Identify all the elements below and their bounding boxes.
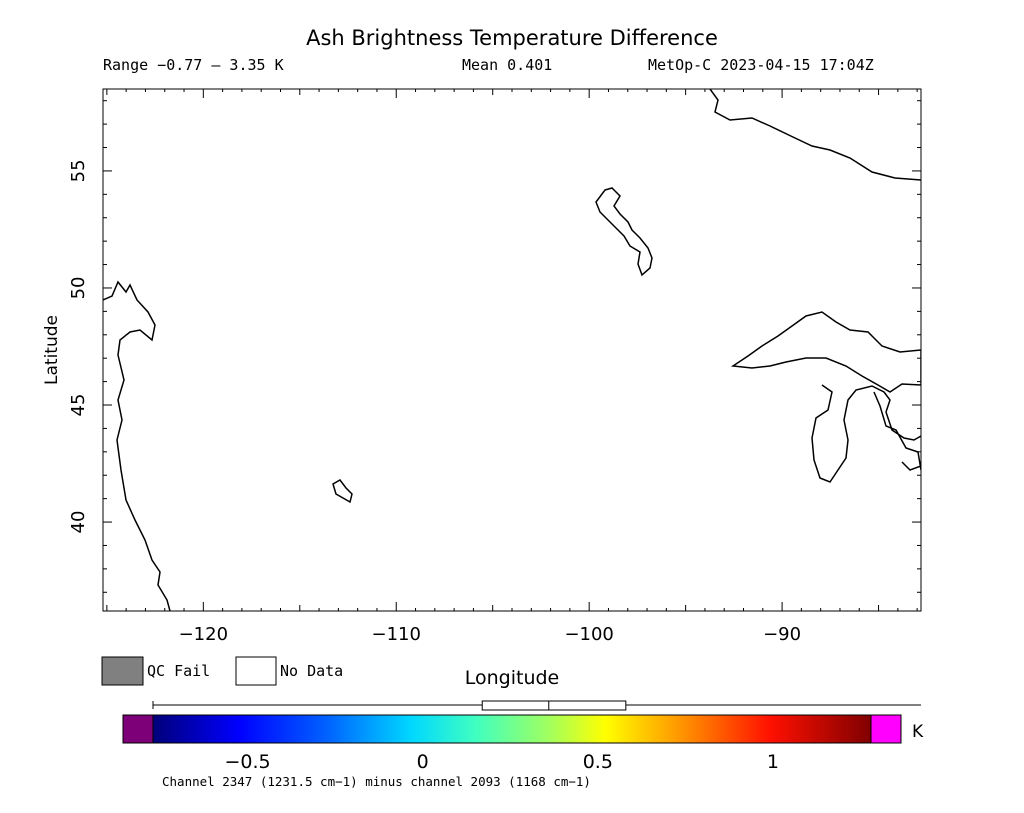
colorbar-tick-labels: −0.5 0 0.5 1 (224, 751, 778, 773)
no-data-label: No Data (280, 662, 343, 680)
distribution-box (481, 700, 627, 711)
axis-tick-labels: 55 50 45 40 −120 −110 −100 −90 (68, 159, 801, 645)
qc-fail-swatch (101, 656, 144, 686)
hudson-bay-shore (709, 89, 921, 181)
colorbar-tick-label: 0.5 (583, 751, 613, 773)
lon-tick-label: −110 (372, 624, 421, 645)
lake-michigan-coast (811, 384, 921, 483)
great-salt-lake (332, 479, 353, 504)
lake-erie-shore (901, 461, 921, 471)
pacific-coastline (103, 280, 171, 611)
range-readout: Range −0.77 – 3.35 K (103, 56, 284, 74)
qc-fail-label: QC Fail (147, 662, 210, 680)
satellite-time-readout: MetOp-C 2023-04-15 17:04Z (648, 56, 874, 74)
lon-tick-label: −100 (564, 624, 613, 645)
colorbar-tick-label: 0 (417, 751, 429, 773)
lake-superior (730, 311, 921, 393)
colorbar-unit: K (912, 722, 924, 742)
lon-tick-label: −90 (763, 624, 801, 645)
coastlines (103, 89, 921, 611)
colorbar-tick-label: 1 (767, 751, 779, 773)
axis-ticks (103, 89, 921, 611)
mean-readout: Mean 0.401 (462, 56, 553, 74)
lat-tick-label: 45 (68, 394, 89, 417)
colorbar-caption: Channel 2347 (1231.5 cm−1) minus channel… (162, 774, 591, 789)
chart-title: Ash Brightness Temperature Difference (306, 26, 718, 50)
y-axis-label: Latitude (42, 315, 62, 385)
lake-winnipeg (595, 187, 653, 277)
lat-tick-label: 40 (68, 511, 89, 534)
x-axis-label: Longitude (465, 667, 560, 689)
lat-tick-label: 55 (68, 159, 89, 182)
colorbar-under-swatch (122, 714, 154, 744)
colorbar-gradient (152, 714, 872, 744)
lat-tick-label: 50 (68, 277, 89, 300)
lon-tick-label: −120 (179, 624, 228, 645)
colorbar-tick-label: −0.5 (224, 751, 270, 773)
colorbar-over-swatch (870, 714, 902, 744)
no-data-swatch (235, 656, 277, 686)
